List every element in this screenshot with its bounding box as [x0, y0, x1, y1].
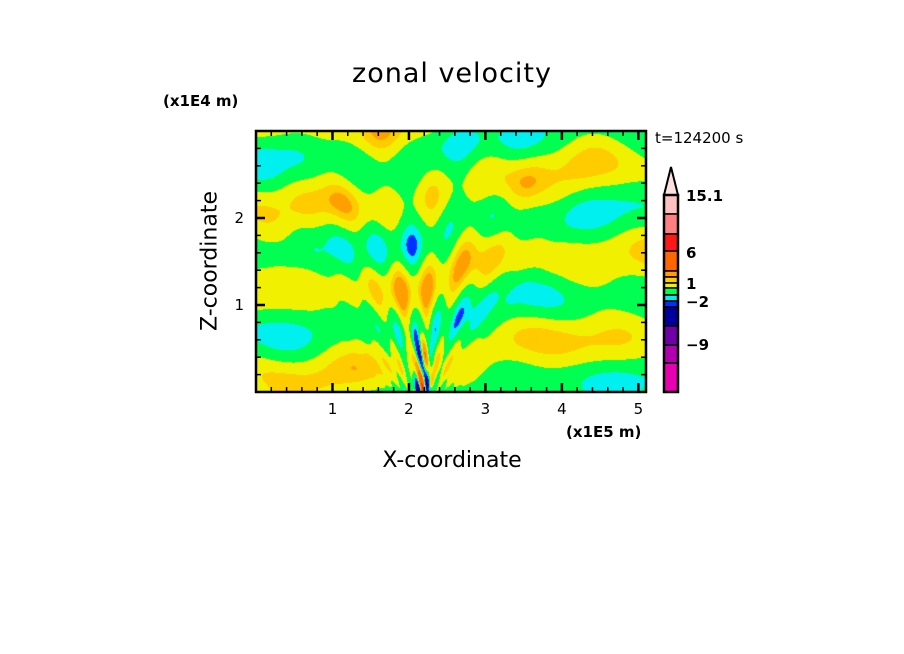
- colorbar-swatch: [663, 233, 679, 252]
- colorbar-swatch: [663, 250, 679, 272]
- colorbar-swatch: [663, 294, 679, 302]
- velocity-contour-field: [256, 131, 646, 392]
- colorbar-label: 6: [686, 244, 696, 262]
- colorbar-over-triangle: [662, 166, 680, 196]
- x-tick-label: 5: [634, 400, 644, 418]
- colorbar-swatch: [663, 306, 679, 327]
- chart-title: zonal velocity: [352, 58, 552, 89]
- colorbar-swatch: [663, 344, 679, 364]
- time-label: t=124200 s: [655, 129, 744, 147]
- colorbar-swatch: [663, 213, 679, 235]
- colorbar-label: 15.1: [686, 187, 723, 205]
- plot-frame: [254, 129, 648, 394]
- colorbar-swatch: [663, 276, 679, 284]
- x-tick-label: 4: [557, 400, 567, 418]
- colorbar-swatch: [663, 325, 679, 346]
- x-tick-label: 3: [481, 400, 491, 418]
- colorbar-frame: [662, 193, 680, 394]
- colorbar-swatch: [663, 287, 679, 296]
- x-axis-label: X-coordinate: [382, 448, 522, 473]
- x-tick-label: 1: [328, 400, 338, 418]
- colorbar-label: 1: [686, 275, 696, 293]
- colorbar-swatch: [663, 270, 679, 278]
- z-axis-unit: (x1E4 m): [163, 92, 239, 110]
- x-tick-label: 2: [404, 400, 414, 418]
- colorbar-swatch: [663, 300, 679, 308]
- x-axis-unit: (x1E5 m): [566, 423, 642, 441]
- colorbar-label: −2: [686, 293, 709, 311]
- colorbar-swatch: [663, 194, 679, 215]
- z-tick-label: 2: [234, 209, 244, 227]
- z-tick-label: 1: [234, 296, 244, 314]
- colorbar-swatch: [663, 362, 679, 393]
- colorbar-label: −9: [686, 336, 709, 354]
